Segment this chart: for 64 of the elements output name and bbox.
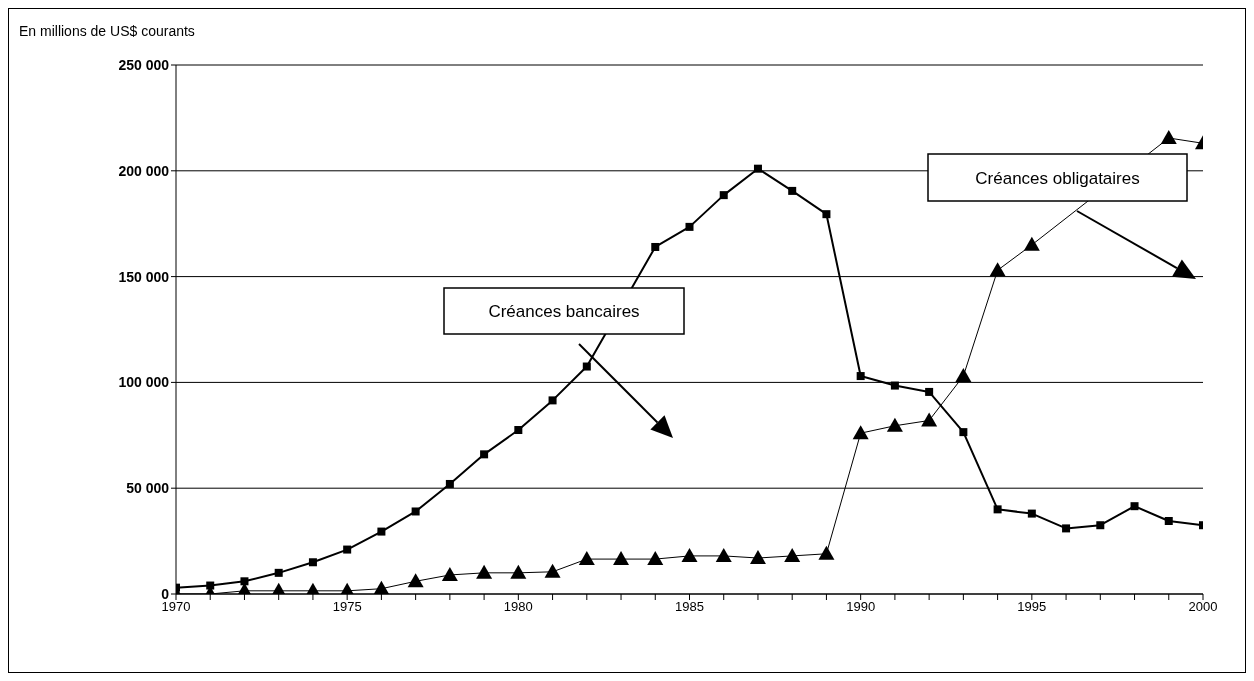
- point: [480, 450, 489, 459]
- point: [818, 545, 835, 560]
- point: [1164, 517, 1173, 525]
- series-label: Créances bancaires: [488, 302, 640, 321]
- point: [407, 573, 424, 588]
- point: [514, 426, 523, 435]
- point: [510, 564, 527, 579]
- point: [578, 551, 595, 566]
- series-label: Créances obligataires: [975, 168, 1140, 188]
- point: [749, 550, 766, 565]
- point: [753, 164, 762, 173]
- point: [613, 551, 630, 566]
- point: [788, 186, 797, 195]
- x-tick-label: 1980: [503, 599, 533, 615]
- y-axis-title: En millions de US$ courants: [19, 23, 195, 39]
- point: [651, 242, 660, 251]
- y-tick-label: 50 000: [126, 480, 170, 497]
- point: [925, 387, 934, 396]
- point: [240, 577, 249, 586]
- x-tick-label: 2000: [1188, 599, 1218, 615]
- y-tick-label: 150 000: [118, 268, 170, 285]
- point: [681, 547, 698, 562]
- point: [647, 551, 664, 566]
- point: [343, 545, 352, 554]
- point: [582, 362, 591, 371]
- y-tick-label: 250 000: [118, 56, 170, 73]
- point: [886, 417, 903, 432]
- x-tick-label: 1995: [1017, 599, 1047, 615]
- point: [308, 558, 317, 567]
- point: [822, 210, 831, 219]
- x-tick-label: 1975: [332, 599, 362, 615]
- point: [715, 547, 732, 562]
- point: [955, 368, 972, 383]
- point: [989, 262, 1006, 277]
- point: [921, 412, 938, 427]
- point: [548, 396, 557, 405]
- point: [274, 568, 283, 577]
- y-tick-label: 200 000: [118, 162, 170, 179]
- point: [373, 580, 390, 594]
- y-tick-label: 100 000: [118, 374, 170, 391]
- point: [445, 479, 454, 488]
- point: [890, 381, 899, 390]
- point: [377, 527, 386, 536]
- point: [685, 222, 694, 231]
- point: [784, 547, 801, 562]
- point: [476, 564, 493, 579]
- point: [544, 563, 561, 578]
- point: [1023, 236, 1040, 251]
- point: [852, 425, 869, 440]
- y-tick-label: 0: [161, 585, 170, 602]
- x-tick-label: 1985: [675, 599, 704, 615]
- point: [1130, 502, 1139, 511]
- point: [993, 505, 1002, 514]
- point: [1160, 130, 1177, 144]
- point: [856, 372, 865, 381]
- point: [1096, 521, 1105, 530]
- point: [441, 566, 458, 581]
- point: [959, 428, 968, 437]
- point: [411, 507, 420, 516]
- x-tick-label: 1970: [161, 599, 191, 615]
- point: [1027, 509, 1036, 518]
- x-tick-label: 1990: [846, 599, 876, 615]
- point: [719, 191, 728, 200]
- point: [1062, 524, 1071, 533]
